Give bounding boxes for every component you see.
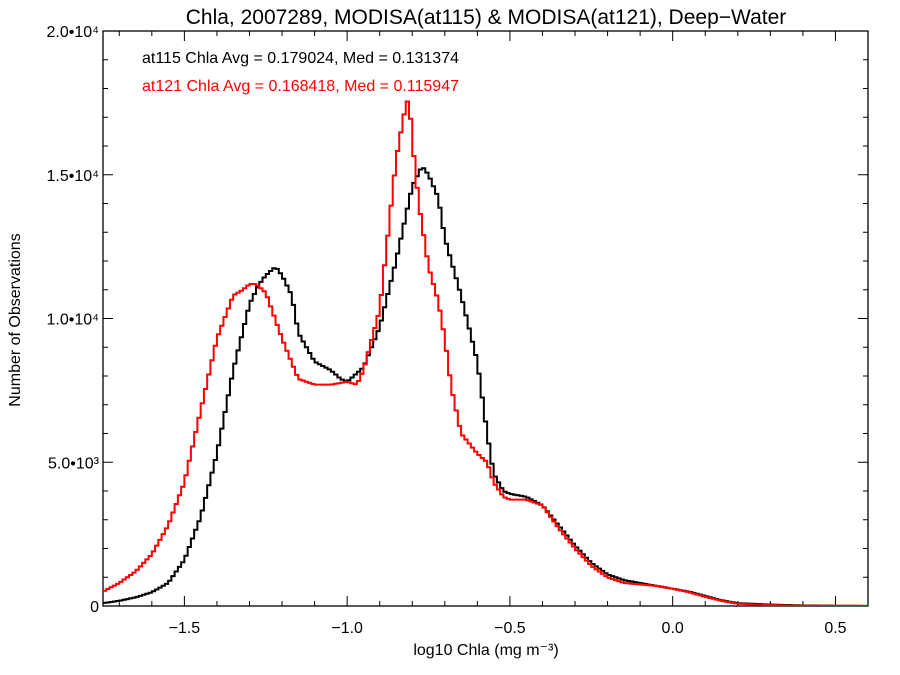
y-axis-label: Number of Observations [7, 233, 24, 406]
y-axis: 0 5.0•10³ 1.0•10⁴ 1.5•10⁴ 2.0•10⁴ [46, 24, 868, 616]
y-tick-label: 5.0•10³ [48, 455, 100, 472]
plot-area [102, 30, 869, 607]
annotations: at115 Chla Avg = 0.179024, Med = 0.13137… [142, 50, 459, 95]
y-tick-label: 1.5•10⁴ [46, 168, 99, 185]
y-tick-label: 1.0•10⁴ [46, 312, 99, 329]
x-axis: −1.5 −1.0 −0.5 0.0 0.5 [118, 31, 869, 637]
stats-annotation: at115 Chla Avg = 0.179024, Med = 0.13137… [142, 50, 459, 67]
x-tick-label: −1.5 [169, 620, 201, 637]
plot-frame [102, 30, 869, 607]
histogram-series-1 [103, 100, 868, 606]
x-tick-label: 0.5 [824, 620, 846, 637]
x-tick-label: −0.5 [494, 620, 526, 637]
chart-title: Chla, 2007289, MODISA(at115) & MODISA(at… [186, 6, 787, 29]
series-group [103, 100, 868, 606]
y-tick-label: 0 [90, 599, 99, 616]
y-tick-label: 2.0•10⁴ [46, 24, 99, 41]
stats-annotation: at121 Chla Avg = 0.168418, Med = 0.11594… [142, 78, 459, 95]
x-axis-label: log10 Chla (mg m⁻³) [413, 642, 558, 659]
histogram-series-0 [103, 167, 868, 606]
x-tick-label: −1.0 [331, 620, 363, 637]
x-tick-label: 0.0 [662, 620, 684, 637]
